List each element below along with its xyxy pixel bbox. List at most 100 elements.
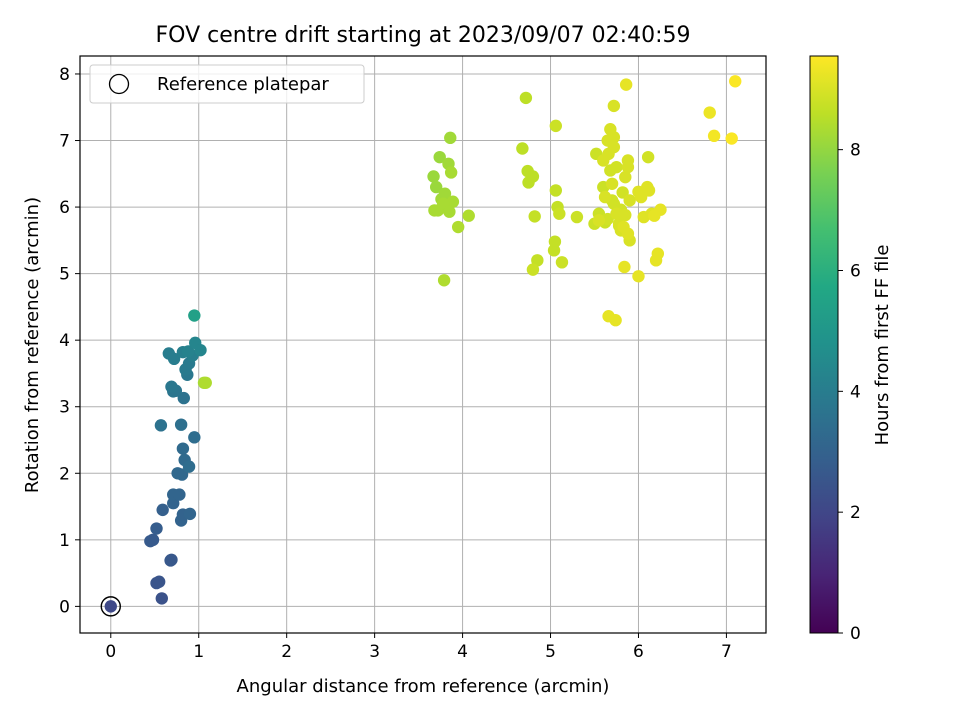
y-tick-label: 3 (59, 398, 70, 418)
legend-marker-icon (108, 73, 130, 95)
scatter-point (167, 352, 181, 366)
scatter-point (553, 207, 566, 220)
scatter-point (451, 220, 465, 234)
scatter-point (199, 376, 212, 389)
scatter-point (621, 160, 635, 174)
scatter-point (155, 592, 168, 605)
scatter-point (433, 150, 446, 164)
scatter-point (528, 210, 541, 223)
y-tick-label: 6 (59, 198, 70, 218)
scatter-point (150, 522, 163, 535)
scatter-point (610, 160, 623, 174)
scatter-point (165, 553, 178, 566)
x-tick-label: 0 (105, 642, 116, 662)
scatter-point (173, 488, 186, 501)
x-tick-label: 5 (545, 642, 556, 662)
chart-title: FOV centre drift starting at 2023/09/07 … (156, 23, 691, 48)
scatter-point (104, 600, 117, 613)
y-tick-label: 7 (59, 132, 70, 152)
scatter-point (619, 170, 632, 184)
scatter-point (609, 314, 622, 327)
scatter-point (526, 170, 540, 183)
colorbar-label: Hours from first FF file (872, 245, 893, 446)
scatter-point (182, 460, 196, 473)
scatter-point (555, 256, 569, 269)
y-tick-label: 5 (59, 265, 70, 285)
x-axis-label: Angular distance from reference (arcmin) (237, 676, 610, 697)
scatter-point (194, 343, 207, 357)
colorbar-gradient (809, 55, 839, 634)
legend: Reference platepar (89, 64, 365, 104)
scatter-point (519, 91, 533, 105)
scatter-point (177, 391, 190, 405)
y-axis-ticks: 0 1 2 3 4 5 6 7 8 (59, 65, 80, 617)
scatter-point (619, 208, 632, 222)
scatter-point (621, 227, 635, 240)
legend-entry-reference-platepar: Reference platepar (157, 74, 329, 95)
colorbar-tick-label: 0 (850, 624, 861, 644)
scatter-point (446, 195, 460, 208)
scatter-point (146, 533, 160, 547)
scatter-point (526, 263, 540, 276)
scatter-point (427, 170, 440, 183)
scatter-point (152, 575, 166, 588)
scatter-point (618, 260, 631, 274)
x-tick-label: 7 (721, 642, 732, 662)
colorbar-tick-label: 4 (850, 382, 861, 402)
scatter-point (725, 132, 738, 145)
scatter-point (165, 380, 178, 393)
y-tick-label: 0 (59, 597, 70, 617)
reference-platepar-marker (100, 596, 121, 617)
scatter-point (156, 503, 169, 517)
x-tick-label: 1 (193, 642, 204, 662)
colorbar-ticks: 0 2 4 6 8 (838, 141, 861, 644)
scatter-point (648, 209, 661, 222)
scatter-point (174, 418, 188, 431)
scatter-point (604, 123, 617, 136)
scatter-point (570, 210, 584, 224)
scatter-point (598, 190, 612, 204)
scatter-point (188, 431, 201, 444)
scatter-point (592, 214, 606, 227)
legend-box (89, 64, 365, 104)
colorbar-tick-label: 6 (850, 261, 861, 281)
scatter-point (176, 442, 190, 455)
scatter-point (531, 254, 544, 267)
scatter-point (607, 99, 621, 113)
scatter-point (437, 274, 451, 287)
colorbar-tick-label: 2 (850, 503, 861, 523)
x-axis-ticks: 0 1 2 3 4 5 6 7 (105, 633, 732, 662)
plot-frame (79, 55, 767, 634)
x-tick-label: 2 (281, 642, 292, 662)
scatter-point (188, 309, 201, 322)
scatter-point (181, 345, 195, 358)
scatter-point (616, 186, 629, 199)
scatter-point (549, 184, 563, 197)
scatter-point (548, 235, 562, 248)
y-tick-label: 8 (59, 65, 70, 85)
scatter-point (154, 419, 168, 432)
scatter-point (462, 209, 475, 222)
scatter-point (549, 119, 563, 133)
scatter-point (632, 270, 645, 283)
scatter-point (703, 106, 716, 119)
y-axis-label: Rotation from reference (arcmin) (22, 197, 43, 493)
scatter-point (707, 129, 721, 143)
scatter-point (607, 140, 621, 154)
scatter-point (171, 467, 184, 480)
scatter-point (642, 184, 656, 197)
x-tick-label: 6 (633, 642, 644, 662)
scatter-point (444, 166, 458, 179)
scatter-points (100, 75, 742, 617)
scatter-point (444, 131, 457, 145)
y-tick-label: 4 (59, 331, 70, 351)
scatter-point (443, 205, 456, 218)
x-tick-label: 3 (369, 642, 380, 662)
scatter-point (605, 177, 619, 190)
scatter-point (623, 194, 636, 207)
scatter-point (516, 142, 529, 155)
scatter-point (429, 180, 443, 194)
x-tick-label: 4 (457, 642, 468, 662)
scatter-point (438, 187, 452, 200)
